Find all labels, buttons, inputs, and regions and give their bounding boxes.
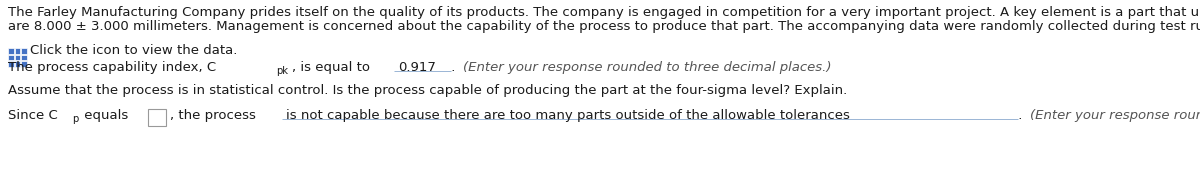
Text: , is equal to: , is equal to [292,61,374,74]
Bar [148,109,166,126]
Bar [8,54,13,60]
Text: are 8.000 ± 3.000 millimeters. Management is concerned about the capability of t: are 8.000 ± 3.000 millimeters. Managemen… [8,20,1200,33]
Bar [14,48,20,54]
Text: Click the icon to view the data.: Click the icon to view the data. [30,43,238,56]
Text: .: . [448,61,460,74]
Bar [14,54,20,60]
Text: The process capability index, C: The process capability index, C [8,61,216,74]
Text: equals: equals [80,109,133,122]
Text: The Farley Manufacturing Company prides itself on the quality of its products. T: The Farley Manufacturing Company prides … [8,6,1200,19]
Bar [22,54,26,60]
Bar [8,61,13,66]
Text: Since C: Since C [8,109,58,122]
Text: 0.917: 0.917 [398,61,436,74]
Text: .: . [1014,109,1026,122]
Bar [22,48,26,54]
Text: p: p [72,114,78,123]
Text: (Enter your response rounded to three decimal places.): (Enter your response rounded to three de… [463,61,832,74]
Bar [8,48,13,54]
Text: Assume that the process is in statistical control. Is the process capable of pro: Assume that the process is in statistica… [8,84,847,97]
Text: , the process: , the process [170,109,260,122]
Text: pk: pk [276,66,288,75]
Text: is not capable because there are too many parts outside of the allowable toleran: is not capable because there are too man… [287,109,850,122]
Bar [22,61,26,66]
Bar [14,61,20,66]
Text: (Enter your response rounded to three decimal places.): (Enter your response rounded to three de… [1030,109,1200,122]
